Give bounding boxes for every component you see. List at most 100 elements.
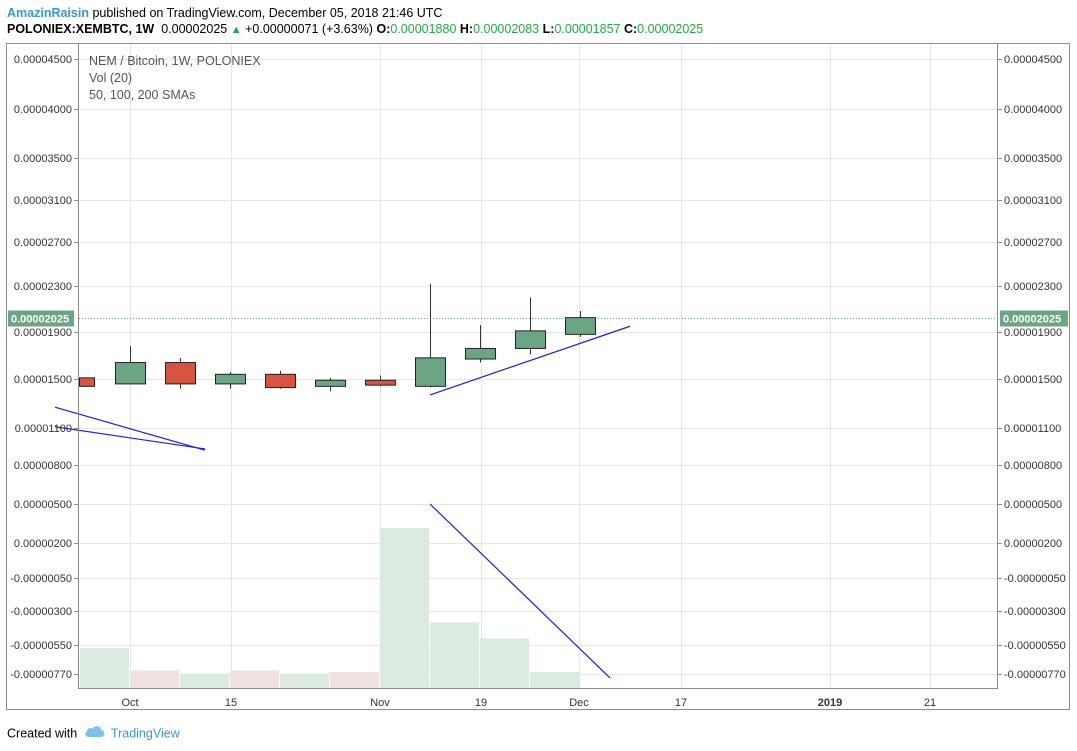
candle-down	[165, 362, 196, 385]
candle-down	[365, 379, 396, 386]
trendline-volume-decline	[429, 503, 611, 679]
time-axis-label: 21	[924, 697, 936, 709]
left-axis-label: 0.00001900	[14, 327, 72, 339]
volume-bar	[280, 673, 329, 688]
right-price-axis[interactable]: 0.00004500 0.00004000 0.00003500 0.00003100…	[998, 54, 1068, 681]
candle-down	[265, 373, 296, 389]
legend-title: NEM / Bitcoin, 1W, POLONIEX	[89, 54, 261, 68]
time-axis[interactable]: Oct 15 Nov 19 Dec 17 2019 21	[121, 697, 936, 709]
trendline-early-line-a	[54, 406, 206, 451]
right-axis-label: 0.00002700	[1004, 237, 1062, 249]
right-axis-label: 0.00000800	[1004, 460, 1062, 472]
left-axis-label: 0.00002300	[14, 281, 72, 293]
right-axis-label: -0.00000050	[1004, 573, 1066, 585]
right-last-price-label-bg	[1000, 310, 1068, 327]
time-axis-label: Oct	[121, 697, 138, 709]
tradingview-link[interactable]: TradingView	[110, 726, 180, 741]
left-axis-label: 0.00003500	[14, 153, 72, 165]
left-axis-label: 0.00000200	[14, 538, 72, 550]
outer-frame	[6, 43, 1070, 710]
time-axis-label: Nov	[370, 697, 390, 709]
open-label: O:	[376, 22, 391, 36]
symbol-info-bar: POLONIEX:XEMBTC, 1W 0.00002025 ▲ +0.0000…	[7, 21, 703, 39]
volume-bar	[430, 622, 479, 688]
right-axis-label: 0.00000500	[1004, 499, 1062, 511]
volume-bar	[130, 670, 179, 688]
right-axis-label: 0.00003100	[1004, 195, 1062, 207]
high-value: 0.00002083	[473, 22, 540, 36]
publish-info: AmazinRaisin published on TradingView.co…	[7, 5, 442, 22]
low-label: L:	[542, 22, 555, 36]
low-value: 0.00001857	[554, 22, 621, 36]
close-value: 0.00002025	[637, 22, 704, 36]
created-with-text: Created with	[7, 726, 78, 741]
time-axis-label: 19	[475, 697, 487, 709]
left-axis-label: 0.00001500	[14, 374, 72, 386]
volume-bar	[80, 648, 129, 688]
grid-lines	[79, 44, 997, 688]
last-price: 0.00002025	[161, 22, 228, 36]
close-label: C:	[623, 22, 638, 36]
right-last-price-label: 0.00002025	[1003, 314, 1061, 326]
volume-bar	[330, 672, 379, 688]
chart-legend: NEM / Bitcoin, 1W, POLONIEX Vol (20) 50,…	[89, 54, 261, 102]
high-label: H:	[459, 22, 474, 36]
footer: Created with TradingView	[7, 725, 180, 743]
candle-up	[515, 330, 546, 349]
candle-up	[115, 362, 146, 385]
left-axis-label: 0.00004500	[14, 54, 72, 66]
left-axis-label: 0.00000500	[14, 499, 72, 511]
author-link[interactable]: AmazinRaisin	[7, 6, 89, 20]
left-axis-label: -0.00000550	[10, 640, 72, 652]
time-axis-label: 15	[225, 697, 237, 709]
right-axis-label: 0.00004500	[1004, 54, 1062, 66]
left-axis-label: 0.00001100	[15, 423, 72, 435]
right-axis-label: -0.00000550	[1004, 640, 1066, 652]
candle-up	[315, 379, 346, 387]
publish-text: published on TradingView.com, December 0…	[92, 6, 443, 20]
right-axis-label: -0.00000300	[1004, 606, 1066, 618]
volume-bars	[80, 528, 579, 688]
price-change: +0.00000071 (+3.63%)	[245, 22, 373, 36]
trendline-price-support	[429, 325, 631, 396]
candle-up	[565, 317, 596, 335]
change-up-icon: ▲	[230, 24, 242, 36]
open-value: 0.00001880	[390, 22, 457, 36]
volume-bar	[180, 673, 229, 688]
right-axis-label: 0.00001900	[1004, 327, 1062, 339]
left-last-price-label-bg	[8, 310, 74, 327]
candles	[79, 283, 596, 392]
candle-up	[415, 357, 446, 387]
right-axis-label: 0.00001500	[1004, 374, 1062, 386]
volume-bar	[480, 638, 529, 688]
time-axis-label: 2019	[818, 697, 842, 709]
volume-bar	[230, 670, 279, 688]
right-axis-label: 0.00003500	[1004, 153, 1062, 165]
symbol-name: POLONIEX:XEMBTC, 1W	[7, 22, 155, 36]
left-axis-label: -0.00000300	[10, 606, 72, 618]
left-axis-label: 0.00002700	[14, 237, 72, 249]
plot-frame	[78, 43, 998, 689]
right-axis-label: 0.00001100	[1004, 423, 1061, 435]
trendlines[interactable]	[54, 325, 631, 679]
right-axis-label: 0.00000200	[1004, 538, 1062, 550]
right-axis-label: 0.00004000	[1004, 104, 1062, 116]
left-axis-label: 0.00004000	[14, 104, 72, 116]
candle-up	[215, 373, 246, 385]
left-last-price-label: 0.00002025	[11, 314, 69, 326]
left-axis-label: -0.00000050	[10, 573, 72, 585]
left-axis-label: 0.00003100	[14, 195, 72, 207]
right-axis-label: 0.00002300	[1004, 281, 1062, 293]
left-axis-label: 0.00000800	[14, 460, 72, 472]
left-axis-label: -0.00000770	[10, 669, 72, 681]
right-axis-label: -0.00000770	[1004, 669, 1066, 681]
tradingview-cloud-icon	[84, 725, 106, 743]
volume-bar	[380, 528, 429, 688]
legend-volume: Vol (20)	[89, 71, 132, 85]
trendline-early-line-b	[54, 426, 206, 450]
left-price-axis[interactable]: 0.00004500 0.00004000 0.00003500 0.00003100…	[8, 54, 78, 681]
candle-up	[465, 347, 496, 360]
candle-down	[79, 377, 95, 387]
legend-smas: 50, 100, 200 SMAs	[89, 88, 195, 102]
